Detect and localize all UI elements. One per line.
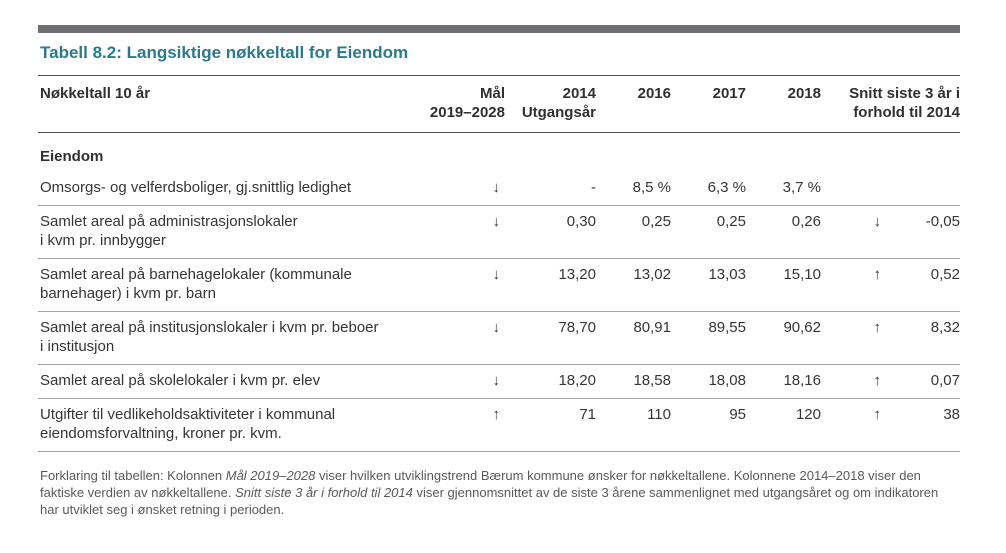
trend-down-icon: ↓: [492, 179, 501, 196]
section-divider-bar: [38, 25, 960, 33]
trend-up-icon: ↑: [873, 406, 882, 423]
snitt-trend-cell: ↓: [821, 205, 891, 259]
snitt-trend-cell: ↑: [821, 364, 891, 399]
document-page: Tabell 8.2: Langsiktige nøkkeltall for E…: [0, 25, 1006, 553]
row-label: Samlet areal på skolelokaler i kvm pr. e…: [38, 364, 410, 399]
snitt-value: [891, 172, 960, 206]
table-footnote: Forklaring til tabellen: Kolonnen Mål 20…: [40, 467, 960, 518]
trend-down-icon: ↓: [873, 213, 882, 230]
footnote-segment: viser gjennomsnittet av de siste 3 årene…: [40, 485, 939, 517]
col-header-2016: 2016: [596, 75, 671, 133]
goal-trend-cell: ↓: [410, 364, 505, 399]
trend-down-icon: ↓: [492, 266, 501, 283]
col-header-2018: 2018: [746, 75, 821, 133]
value-2014: 78,70: [505, 311, 596, 365]
section-header-row: Eiendom: [38, 133, 960, 173]
table-header-row: Nøkkeltall 10 år Mål 2019–2028 2014 Utga…: [38, 75, 960, 133]
col-header-goal: Mål 2019–2028: [410, 75, 505, 133]
row-label: Omsorgs- og velferdsboliger, gj.snittlig…: [38, 172, 410, 206]
row-label: Samlet areal på institusjonslokaler i kv…: [38, 311, 410, 365]
value-2014: 13,20: [505, 258, 596, 312]
goal-trend-cell: ↑: [410, 398, 505, 452]
trend-down-icon: ↓: [492, 319, 501, 336]
goal-trend-cell: ↓: [410, 258, 505, 312]
section-header-eiendom: Eiendom: [40, 148, 104, 165]
snitt-value: 38: [891, 398, 960, 452]
footnote-italic-segment: Mål 2019–2028: [225, 468, 316, 483]
snitt-trend-cell: ↑: [821, 311, 891, 365]
value-2016: 13,02: [596, 258, 671, 312]
value-2016: 110: [596, 398, 671, 452]
col-header-nokkeltall: Nøkkeltall 10 år: [38, 75, 410, 133]
snitt-value: 0,52: [891, 258, 960, 312]
row-label: Samlet areal på barnehagelokaler (kommun…: [38, 258, 410, 312]
value-2016: 80,91: [596, 311, 671, 365]
snitt-value: 8,32: [891, 311, 960, 365]
value-2016: 8,5 %: [596, 172, 671, 206]
value-2016: 18,58: [596, 364, 671, 399]
goal-trend-cell: ↓: [410, 205, 505, 259]
trend-down-icon: ↓: [492, 372, 501, 389]
footnote-segment: viser hvilken utviklingstrend Bærum komm…: [40, 468, 921, 500]
value-2017: 13,03: [671, 258, 746, 312]
value-2018: 15,10: [746, 258, 821, 312]
goal-trend-cell: ↓: [410, 311, 505, 365]
snitt-trend-cell: ↑: [821, 258, 891, 312]
value-2014: 18,20: [505, 364, 596, 399]
snitt-value: -0,05: [891, 205, 960, 259]
value-2016: 0,25: [596, 205, 671, 259]
footnote-segment: Forklaring til tabellen: Kolonnen: [40, 468, 226, 483]
value-2018: 18,16: [746, 364, 821, 399]
table-row: Utgifter til vedlikeholdsaktiviteter i k…: [38, 398, 960, 452]
trend-up-icon: ↑: [873, 372, 882, 389]
value-2017: 89,55: [671, 311, 746, 365]
col-header-snitt: Snitt siste 3 år i forhold til 2014: [821, 75, 960, 133]
col-header-2014: 2014 Utgangsår: [505, 75, 596, 133]
value-2014: 0,30: [505, 205, 596, 259]
snitt-trend-cell: ↑: [821, 398, 891, 452]
value-2017: 95: [671, 398, 746, 452]
snitt-value: 0,07: [891, 364, 960, 399]
row-label: Utgifter til vedlikeholdsaktiviteter i k…: [38, 398, 410, 452]
value-2018: 0,26: [746, 205, 821, 259]
trend-up-icon: ↑: [873, 319, 882, 336]
row-label: Samlet areal på administrasjonslokaler i…: [38, 205, 410, 259]
trend-down-icon: ↓: [492, 213, 501, 230]
table-row: Samlet areal på administrasjonslokaler i…: [38, 205, 960, 259]
table-row: Samlet areal på institusjonslokaler i kv…: [38, 311, 960, 365]
value-2014: -: [505, 172, 596, 206]
snitt-trend-cell: [821, 172, 891, 206]
footnote-italic-segment: Snitt siste 3 år i forhold til 2014: [235, 485, 413, 500]
value-2014: 71: [505, 398, 596, 452]
goal-trend-cell: ↓: [410, 172, 505, 206]
trend-up-icon: ↑: [492, 406, 501, 423]
value-2017: 18,08: [671, 364, 746, 399]
value-2017: 0,25: [671, 205, 746, 259]
value-2018: 120: [746, 398, 821, 452]
key-figures-table: Nøkkeltall 10 år Mål 2019–2028 2014 Utga…: [38, 75, 960, 452]
table-row: Samlet areal på skolelokaler i kvm pr. e…: [38, 364, 960, 399]
trend-up-icon: ↑: [873, 266, 882, 283]
value-2017: 6,3 %: [671, 172, 746, 206]
value-2018: 3,7 %: [746, 172, 821, 206]
value-2018: 90,62: [746, 311, 821, 365]
table-title: Tabell 8.2: Langsiktige nøkkeltall for E…: [40, 43, 409, 62]
table-row: Samlet areal på barnehagelokaler (kommun…: [38, 258, 960, 312]
col-header-2017: 2017: [671, 75, 746, 133]
table-row: Omsorgs- og velferdsboliger, gj.snittlig…: [38, 172, 960, 206]
